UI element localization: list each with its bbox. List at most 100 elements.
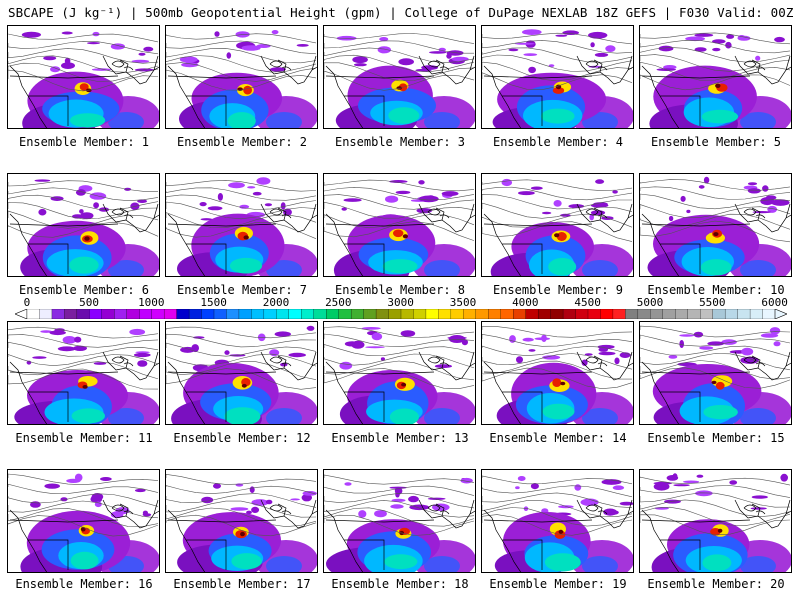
colorbar-segment [637,309,651,319]
ensemble-member-label: Ensemble Member: 3 [334,135,466,149]
ensemble-member-map [481,469,634,573]
colorbar-segment [500,309,514,319]
colorbar-segment [151,309,165,319]
colorbar-segment [625,309,639,319]
cape-field-map [482,29,633,128]
sbcape-colorbar [15,309,787,319]
colorbar-tick-label: 4000 [512,296,539,309]
ensemble-member-label: Ensemble Member: 15 [647,431,785,445]
colorbar-segment [550,309,564,319]
cape-field-map [166,325,317,424]
colorbar-segment [513,309,527,319]
map-title: SBCAPE (J kg⁻¹) | 500mb Geopotential Hei… [8,5,798,20]
ensemble-member-map [639,469,792,573]
colorbar-segment [463,309,477,319]
colorbar-tick-label: 1000 [138,296,165,309]
ensemble-member-label: Ensemble Member: 2 [176,135,308,149]
ensemble-member-label: Ensemble Member: 19 [489,577,627,591]
colorbar-segment [537,309,552,319]
colorbar-segment [375,309,389,319]
colorbar-segment [176,309,190,319]
colorbar-segment [687,309,701,319]
cape-field-map [482,178,633,276]
colorbar-tick-label: 500 [79,296,99,309]
cape-field-map [640,325,791,424]
colorbar-segment [700,309,714,319]
ensemble-member-label: Ensemble Member: 5 [650,135,782,149]
ensemble-member-label: Ensemble Member: 18 [331,577,469,591]
ensemble-member-label: Ensemble Member: 10 [647,283,785,297]
cape-field-map [166,473,317,572]
colorbar-tick-label: 2000 [262,296,290,309]
colorbar-tick-label: 2500 [325,296,352,309]
colorbar-tick-label: 0 [23,296,31,309]
cape-field-map [482,326,633,424]
colorbar-segment [64,309,78,319]
colorbar-tick-label: 3000 [387,296,414,309]
colorbar-segment [749,309,763,319]
ensemble-member-map [323,173,476,277]
ensemble-member-map [7,173,160,277]
cape-field-map [8,326,159,424]
ensemble-member-map [165,321,318,425]
colorbar-segment [276,309,290,319]
ensemble-member-map [7,469,160,573]
ensemble-member-label: Ensemble Member: 6 [18,283,150,297]
colorbar-segment [587,309,601,319]
colorbar-tick-label: 5000 [636,296,664,309]
colorbar-segment [425,309,439,319]
colorbar-segment [313,309,327,319]
ensemble-member-label: Ensemble Member: 16 [15,577,153,591]
ensemble-member-map [639,25,792,129]
colorbar-segment [51,309,65,319]
ensemble-member-label: Ensemble Member: 4 [492,135,624,149]
ensemble-member-label: Ensemble Member: 7 [176,283,308,297]
colorbar-segment [76,309,90,319]
ensemble-member-map [323,321,476,425]
colorbar-segment [338,309,352,319]
colorbar-segment [438,309,452,319]
colorbar-segment [26,309,40,319]
colorbar-tick-label: 6000 [761,296,788,309]
ensemble-member-label: Ensemble Member: 9 [492,283,624,297]
colorbar-segment [39,309,53,319]
colorbar-segment [400,309,414,319]
colorbar-segment [488,309,502,319]
ensemble-member-map [7,321,160,425]
ensemble-member-label: Ensemble Member: 11 [15,431,153,445]
ensemble-member-map [323,25,476,129]
cape-field-map [324,474,475,572]
colorbar-segment [201,309,215,319]
ensemble-member-map [323,469,476,573]
colorbar-segment [251,309,265,319]
colorbar-segment [101,309,115,319]
colorbar-tick-label: 3500 [449,296,477,309]
colorbar-segment [326,309,340,319]
colorbar-segment [114,309,128,319]
colorbar-segment [724,309,739,319]
colorbar-segment [388,309,402,319]
colorbar-segment [650,309,664,319]
colorbar-segment [562,309,576,319]
colorbar-segment [612,309,626,319]
colorbar-segment [163,309,178,319]
cape-field-map [324,33,475,128]
colorbar-tick-label: 4500 [574,296,601,309]
ensemble-member-map [165,173,318,277]
colorbar-segment [575,309,589,319]
colorbar-segment [226,309,240,319]
colorbar-segment [139,309,153,319]
colorbar-segment [737,309,751,319]
colorbar-segment [675,309,689,319]
ensemble-member-label: Ensemble Member: 14 [489,431,627,445]
cape-field-map [324,326,475,424]
colorbar-segment [413,309,427,319]
colorbar-segment [525,309,539,319]
ensemble-member-label: Ensemble Member: 1 [18,135,150,149]
colorbar-segment [450,309,464,319]
colorbar-segment [712,309,726,319]
colorbar-segment [126,309,140,319]
cape-field-map [640,176,791,276]
ensemble-member-map [165,469,318,573]
ensemble-member-map [165,25,318,129]
